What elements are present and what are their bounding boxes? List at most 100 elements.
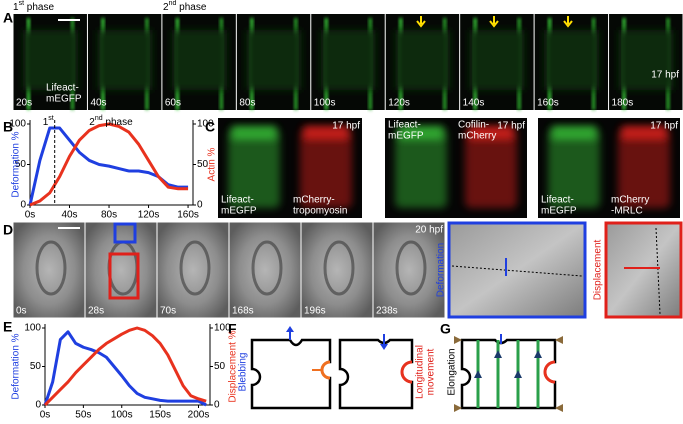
time-label: 196s [304,306,326,317]
probe-label: mCherry- [293,195,335,206]
micrograph [228,221,302,319]
stage-label: 17 hpf [650,121,678,132]
y2-tick-label: 50 [214,361,226,372]
phase-text: phase [176,2,206,13]
x-tick-label: 40s [61,210,77,221]
stage-label: 17 hpf [332,121,360,132]
micrograph [12,221,86,319]
probe-label: mEGFP [388,131,424,142]
probe-label: mCherry [611,195,649,206]
number: 2 [89,117,95,128]
cortex [618,30,674,90]
x-tick-label: 120s [138,210,160,221]
cortex-signal [399,126,443,140]
probe-label: mEGFP [541,206,577,217]
cell-signal [548,128,600,208]
y2-tick-label: 50 [197,159,209,170]
phase-label: 1st [43,115,54,128]
panel-label: E [3,319,12,335]
micrograph [300,221,374,319]
probe-label: tropomyosin [293,206,347,217]
cell-shape [460,338,557,410]
schematics [250,326,563,412]
cortex [171,30,227,90]
cortex [544,30,600,90]
data-line [43,326,207,407]
panel-f-label: Blebbing [238,353,249,392]
arrowheads [474,350,542,378]
probe-label: mEGFP [46,94,82,105]
probe-label: Lifeact- [221,195,254,206]
panel-label: G [440,321,451,337]
superscript: st [19,0,25,7]
arrow [286,326,294,332]
y2-axis-label: Displacement % [228,330,239,402]
panel-label: F [228,321,237,337]
cell-signal [228,128,280,208]
cortex-signal [232,126,276,140]
stage-label: 20 hpf [415,225,443,236]
cortex [97,30,153,90]
probe-label: Lifeact- [388,120,421,131]
membrane-line [451,265,583,277]
x-tick-label: 100s [111,410,133,421]
number: 2 [163,2,169,13]
probe-label: Cofilin- [458,120,489,131]
cortex [395,30,451,90]
probe-label: mEGFP [221,206,257,217]
data-line [28,126,189,206]
cell-signal [395,128,447,208]
superscript: st [48,115,54,122]
time-label: 120s [388,98,410,109]
y2-tick-label: 0 [197,200,203,211]
phase-text: phase [24,2,54,13]
x-tick-label: 0s [40,410,51,421]
roi-box [113,222,137,244]
cortex [469,30,525,90]
y-tick-label: 50 [30,361,42,372]
zoom-image [604,221,683,319]
arrow [416,16,426,28]
time-label: 238s [376,306,398,317]
phase-label: 1st phase [13,0,54,13]
micrograph [84,221,158,319]
panel-label: C [205,119,215,135]
time-label: 70s [160,306,176,317]
panel-f-label: movement [426,348,437,395]
y2-axis-label: Actin % [207,147,218,181]
time-label: 180s [612,98,634,109]
data-line [29,122,189,207]
probe-label: Lifeact- [46,83,79,94]
y-tick-label: 100 [9,119,26,130]
time-label: 60s [165,98,181,109]
cell-signal [618,128,670,208]
cortex [246,30,302,90]
time-label: 40s [90,98,106,109]
zoom-label: Deformation [436,243,447,297]
x-tick-label: 160s [177,210,199,221]
panel-f-label: Longitudinal [415,345,426,399]
cell-outline [251,240,283,296]
cortex [23,30,78,90]
cortex [320,30,376,90]
cell-shape [250,338,332,410]
cell-outline [35,240,67,296]
cortex-signal [622,126,666,140]
time-label: 168s [232,306,254,317]
y-tick-label: 0 [20,200,26,211]
time-label: 140s [463,98,485,109]
roi-box [108,252,140,300]
membrane [543,360,556,384]
time-label: 160s [537,98,559,109]
zoom-image [447,221,587,319]
panel-label: B [3,119,13,135]
stage-label: 17 hpf [497,121,525,132]
cortex-signal [552,126,596,140]
membrane [320,360,331,380]
cortex-signal [304,126,348,140]
cell-outline [395,240,427,296]
x-tick-label: 200s [188,410,210,421]
time-label: 20s [16,98,32,109]
x-tick-label: 80s [101,210,117,221]
y2-tick-label: 100 [197,119,214,130]
